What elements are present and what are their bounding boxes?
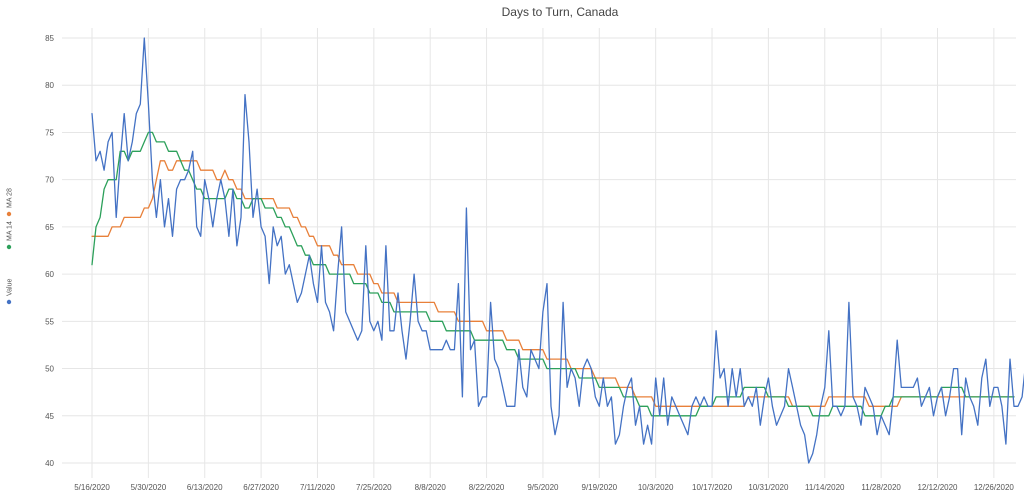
x-tick-label: 6/13/2020 — [187, 483, 223, 492]
y-tick-label: 50 — [45, 365, 54, 374]
legend-label: MA 28 — [7, 188, 14, 208]
x-tick-label: 9/5/2020 — [527, 483, 559, 492]
series-line-ma-14 — [91, 131, 1015, 417]
x-tick-label: 12/26/2020 — [974, 483, 1015, 492]
y-tick-label: 80 — [45, 81, 54, 90]
x-tick-label: 5/30/2020 — [131, 483, 167, 492]
x-tick-label: 8/22/2020 — [469, 483, 505, 492]
y-axis-ticks: 40 45 50 55 60 65 70 75 80 85 — [45, 34, 54, 468]
x-tick-label: 11/14/2020 — [805, 483, 845, 492]
gridlines — [62, 28, 1016, 478]
x-tick-label: 8/8/2020 — [415, 483, 447, 492]
series-lines — [91, 37, 1024, 464]
legend-marker — [6, 299, 12, 305]
x-tick-label: 7/25/2020 — [356, 483, 392, 492]
y-tick-label: 65 — [45, 223, 54, 232]
x-tick-label: 10/3/2020 — [638, 483, 674, 492]
legend-marker — [6, 211, 12, 217]
x-tick-label: 5/16/2020 — [74, 483, 110, 492]
x-tick-label: 10/31/2020 — [748, 483, 789, 492]
series-line-ma-28 — [91, 160, 1015, 407]
y-tick-label: 75 — [45, 128, 54, 137]
legend: Value MA 14 MA 28 — [6, 188, 14, 305]
x-tick-label: 9/19/2020 — [582, 483, 618, 492]
x-tick-label: 6/27/2020 — [243, 483, 279, 492]
legend-marker — [6, 244, 12, 250]
chart-title: Days to Turn, Canada — [502, 5, 619, 19]
legend-label: Value — [7, 279, 14, 296]
y-tick-label: 85 — [45, 34, 54, 43]
x-tick-label: 11/28/2020 — [861, 483, 901, 492]
x-tick-label: 10/17/2020 — [692, 483, 733, 492]
y-tick-label: 60 — [45, 270, 54, 279]
x-tick-label: 12/12/2020 — [917, 483, 958, 492]
y-tick-label: 40 — [45, 459, 54, 468]
y-tick-label: 55 — [45, 317, 54, 326]
series-line-value — [91, 37, 1024, 464]
legend-label: MA 14 — [7, 221, 14, 241]
y-tick-label: 45 — [45, 412, 54, 421]
x-tick-label: 7/11/2020 — [300, 483, 336, 492]
y-tick-label: 70 — [45, 176, 54, 185]
x-axis-ticks: 5/16/2020 5/30/2020 6/13/2020 6/27/2020 7/11… — [74, 483, 1014, 492]
